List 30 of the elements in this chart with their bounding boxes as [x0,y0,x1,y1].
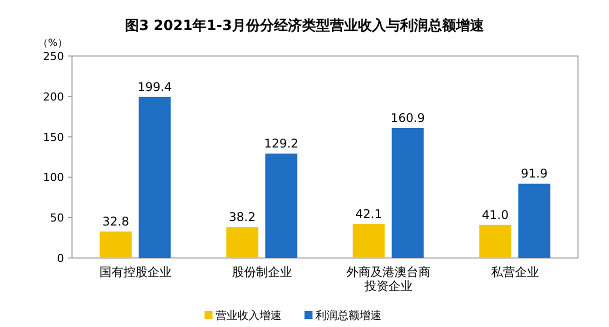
x-tick-label: 私营企业 [490,265,539,279]
data-label: 42.1 [355,206,382,221]
data-label: 91.9 [520,166,548,181]
chart-title: 图3 2021年1-3月份分经济类型营业收入与利润总额增速 [125,17,485,34]
bar [352,224,385,258]
x-tick-label: 国有控股企业 [99,265,172,279]
x-tick-label: 股份制企业 [232,265,292,279]
bar [479,224,512,258]
y-tick-label: 100 [43,171,64,184]
y-tick-label: 200 [43,90,64,104]
y-tick-label: 0 [57,252,64,265]
bar [226,227,258,258]
y-tick-label: 50 [50,212,64,225]
x-tick-label: 外商及港澳台商投资企业 [346,265,430,293]
bar [100,232,132,258]
data-label: 160.9 [390,110,425,125]
data-label: 38.2 [228,210,256,224]
data-label: 199.4 [138,80,172,94]
legend-label: 营业收入增速 [216,309,282,322]
y-tick-label: 250 [43,50,64,63]
data-label: 41.0 [482,208,509,222]
legend-label: 利润总额增速 [316,309,382,322]
y-axis-title: （%） [38,38,68,49]
bar [392,128,424,258]
bar [265,154,298,258]
data-label: 32.8 [102,214,130,228]
bar [138,96,171,258]
bar [518,184,550,258]
y-tick-label: 150 [43,130,64,144]
data-label: 129.2 [264,136,298,151]
